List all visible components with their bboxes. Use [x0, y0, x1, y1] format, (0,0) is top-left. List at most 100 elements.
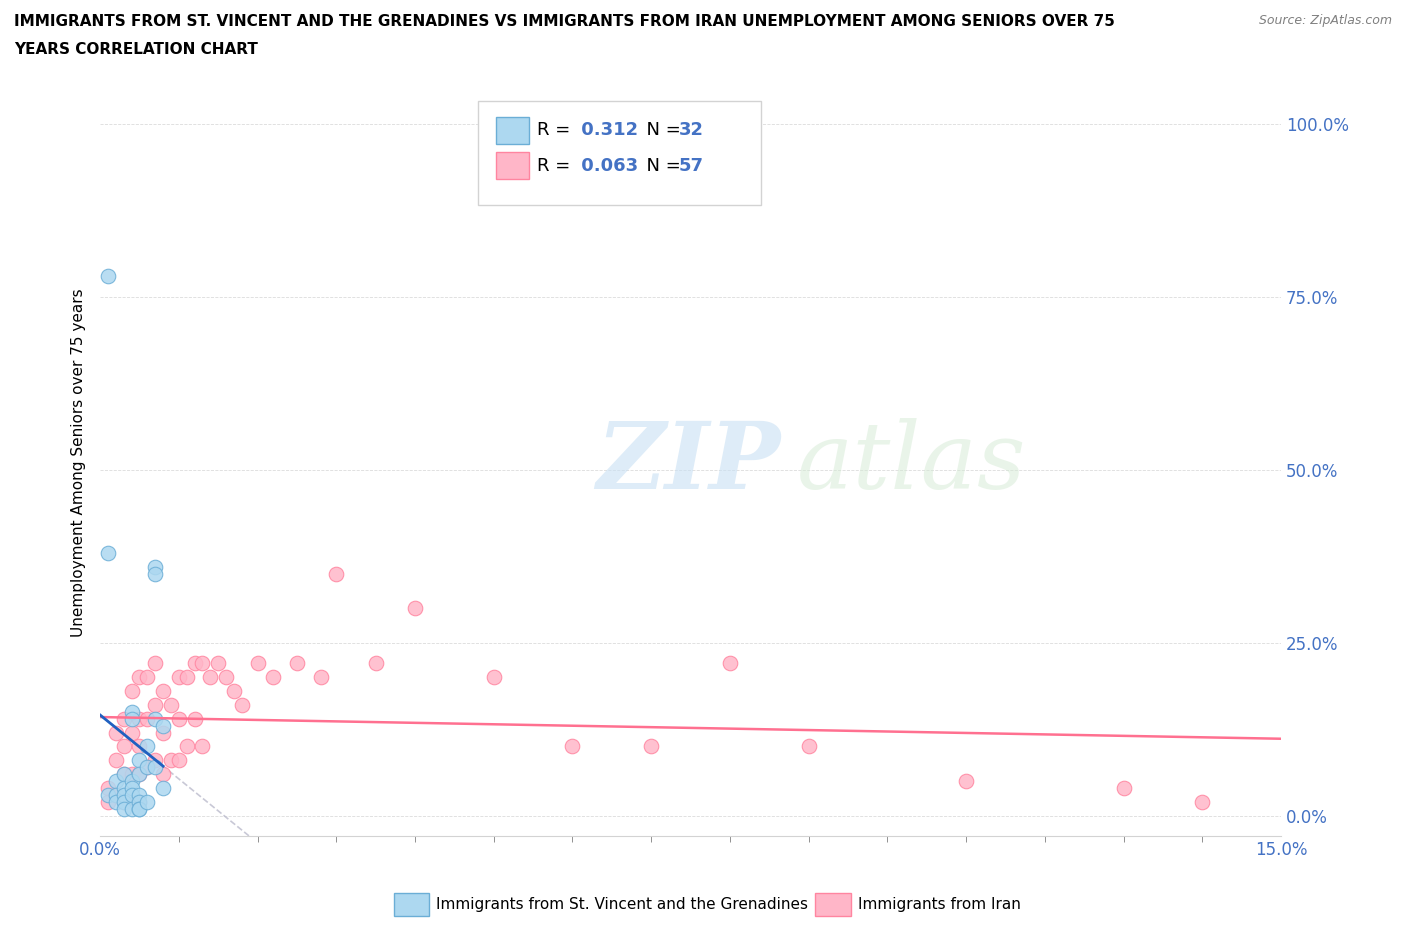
Point — [183, 656, 205, 671]
Point — [215, 670, 238, 684]
Point — [104, 788, 127, 803]
Point — [191, 656, 214, 671]
Point — [404, 601, 426, 616]
Point — [112, 766, 135, 781]
Text: YEARS CORRELATION CHART: YEARS CORRELATION CHART — [14, 42, 257, 57]
Point — [325, 566, 347, 581]
Point — [143, 698, 166, 712]
Text: 0.312: 0.312 — [575, 122, 638, 140]
Point — [128, 766, 150, 781]
Point — [143, 711, 166, 726]
Point — [222, 684, 245, 698]
Point — [152, 684, 174, 698]
Point — [231, 698, 253, 712]
Point — [561, 739, 583, 754]
Point — [1112, 780, 1135, 795]
Point — [718, 656, 741, 671]
Point — [97, 269, 120, 284]
Point — [160, 752, 183, 767]
Text: 0.063: 0.063 — [575, 156, 638, 175]
Point — [104, 774, 127, 789]
Point — [128, 766, 150, 781]
Point — [97, 545, 120, 560]
Point — [143, 559, 166, 574]
Point — [136, 760, 159, 775]
Text: ZIP: ZIP — [596, 418, 780, 508]
Point — [121, 780, 143, 795]
FancyBboxPatch shape — [496, 117, 529, 144]
Text: N =: N = — [636, 122, 686, 140]
Text: R =: R = — [537, 156, 576, 175]
Point — [97, 788, 120, 803]
Point — [167, 670, 190, 684]
Point — [112, 794, 135, 809]
Point — [121, 774, 143, 789]
Y-axis label: Unemployment Among Seniors over 75 years: Unemployment Among Seniors over 75 years — [72, 288, 86, 637]
Point — [136, 711, 159, 726]
Point — [200, 670, 222, 684]
Point — [128, 711, 150, 726]
Point — [176, 670, 198, 684]
Point — [143, 760, 166, 775]
Point — [285, 656, 308, 671]
Point — [246, 656, 269, 671]
Point — [112, 711, 135, 726]
Point — [104, 752, 127, 767]
Text: atlas: atlas — [797, 418, 1026, 508]
Text: 32: 32 — [679, 122, 704, 140]
Point — [121, 725, 143, 740]
Text: Source: ZipAtlas.com: Source: ZipAtlas.com — [1258, 14, 1392, 27]
Point — [167, 752, 190, 767]
FancyBboxPatch shape — [496, 153, 529, 179]
Text: Immigrants from St. Vincent and the Grenadines: Immigrants from St. Vincent and the Gren… — [436, 897, 808, 912]
Point — [121, 704, 143, 719]
Point — [152, 725, 174, 740]
Point — [191, 739, 214, 754]
Point — [797, 739, 820, 754]
Point — [309, 670, 332, 684]
Point — [97, 794, 120, 809]
Point — [104, 794, 127, 809]
Text: 57: 57 — [679, 156, 704, 175]
Point — [143, 566, 166, 581]
Point — [262, 670, 284, 684]
FancyBboxPatch shape — [478, 100, 762, 206]
Text: R =: R = — [537, 122, 576, 140]
Point — [167, 711, 190, 726]
Point — [152, 766, 174, 781]
Point — [128, 802, 150, 817]
Point — [112, 739, 135, 754]
Point — [176, 739, 198, 754]
Point — [112, 780, 135, 795]
Point — [121, 684, 143, 698]
Point — [128, 788, 150, 803]
Point — [640, 739, 662, 754]
Text: IMMIGRANTS FROM ST. VINCENT AND THE GRENADINES VS IMMIGRANTS FROM IRAN UNEMPLOYM: IMMIGRANTS FROM ST. VINCENT AND THE GREN… — [14, 14, 1115, 29]
Text: Immigrants from Iran: Immigrants from Iran — [858, 897, 1021, 912]
Point — [128, 794, 150, 809]
Text: N =: N = — [636, 156, 686, 175]
Point — [152, 718, 174, 733]
Point — [104, 725, 127, 740]
Point — [121, 788, 143, 803]
Point — [112, 766, 135, 781]
Point — [128, 670, 150, 684]
Point — [112, 788, 135, 803]
Point — [104, 788, 127, 803]
Point — [112, 794, 135, 809]
Point — [128, 802, 150, 817]
Point — [183, 711, 205, 726]
Point — [143, 752, 166, 767]
Point — [207, 656, 229, 671]
Point — [364, 656, 387, 671]
Point — [121, 802, 143, 817]
Point — [128, 739, 150, 754]
Point — [160, 698, 183, 712]
Point — [136, 739, 159, 754]
Point — [136, 760, 159, 775]
Point — [1191, 794, 1213, 809]
Point — [955, 774, 977, 789]
Point — [121, 711, 143, 726]
Point — [482, 670, 505, 684]
Point — [121, 766, 143, 781]
